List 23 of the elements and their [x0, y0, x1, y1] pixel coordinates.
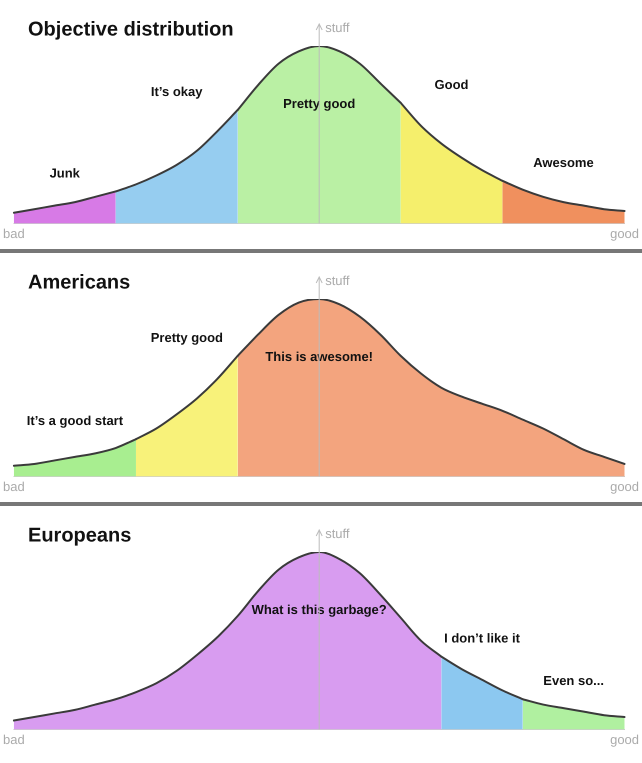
chart-title: Objective distribution: [28, 18, 234, 41]
y-axis-title: stuff: [325, 20, 350, 36]
series-label: Pretty good: [283, 96, 356, 112]
series-label: Junk: [50, 165, 81, 180]
x-tick-label: bad: [2, 478, 25, 494]
x-tick-label: bad: [2, 732, 25, 747]
chart-title: Europeans: [28, 524, 132, 547]
text: It’s okay: [150, 84, 204, 99]
x-tick-label: bad: [2, 226, 25, 241]
series-label: Even so...: [543, 673, 604, 688]
x-tick-label: good: [610, 732, 639, 747]
y-axis-title: stuff: [325, 526, 350, 542]
chart-title: Americans: [28, 272, 130, 294]
x-tick-label: good: [610, 478, 639, 494]
series-label: I don’t like it: [444, 630, 521, 646]
series-label: This is awesome!: [265, 349, 374, 364]
series-label: It’s a good start: [26, 413, 124, 428]
y-axis-title: stuff: [325, 273, 350, 288]
series-label: What is this garbage?: [252, 602, 387, 618]
series-label: Awesome: [533, 154, 594, 170]
text: Good: [434, 76, 469, 92]
series-label: Pretty good: [150, 330, 224, 345]
x-tick-label: good: [610, 226, 639, 241]
